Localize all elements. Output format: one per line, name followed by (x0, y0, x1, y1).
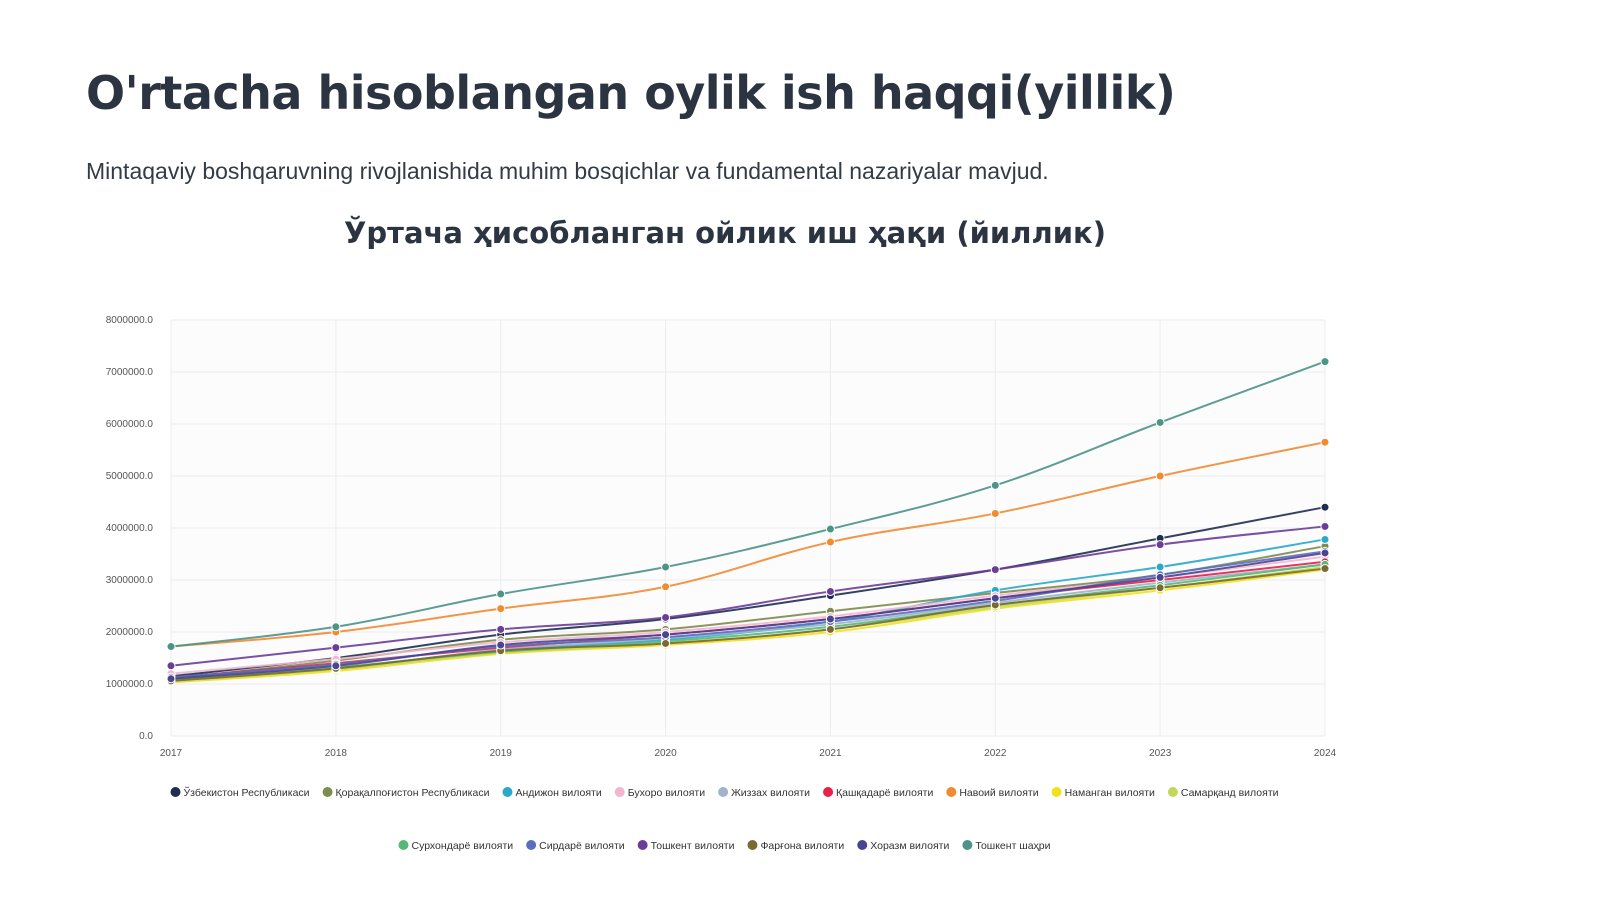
x-tick-label: 2023 (1149, 748, 1172, 759)
series-line (170, 441, 1326, 648)
data-point (661, 612, 671, 622)
legend-marker (718, 787, 729, 797)
series-line (170, 568, 1326, 684)
y-tick-label: 1000000.0 (106, 679, 154, 690)
legend-marker (398, 840, 409, 850)
slide-subtitle: Mintaqaviy boshqaruvning rivojlanishida … (86, 158, 1049, 184)
data-point (1320, 521, 1330, 531)
legend-marker (857, 840, 868, 850)
data-point (825, 537, 835, 547)
data-point (1155, 572, 1165, 582)
x-tick-label: 2021 (819, 748, 842, 759)
data-point (1320, 437, 1330, 447)
legend-marker (962, 840, 973, 850)
data-point (661, 562, 671, 572)
data-point (1155, 417, 1165, 427)
data-point (1155, 562, 1165, 572)
data-point (331, 643, 341, 653)
data-point (1155, 471, 1165, 481)
legend-marker (637, 840, 648, 850)
data-point (990, 480, 1000, 490)
legend-label: Қорақалпоғистон Республикаси (336, 787, 490, 799)
data-point (1320, 548, 1330, 558)
y-tick-label: 3000000.0 (106, 575, 154, 586)
series-line (170, 567, 1326, 682)
legend-label: Фарғона вилояти (760, 840, 844, 852)
data-point (496, 640, 506, 650)
legend-marker (747, 840, 758, 850)
legend-marker (1051, 787, 1062, 797)
y-tick-label: 4000000.0 (106, 523, 154, 534)
data-point (1320, 357, 1330, 367)
x-tick-label: 2024 (1314, 748, 1337, 759)
x-tick-label: 2018 (325, 748, 348, 759)
legend-label: Бухоро вилояти (628, 787, 706, 799)
legend-marker (614, 787, 625, 797)
series-line (170, 360, 1326, 648)
data-point (1320, 502, 1330, 512)
legend-marker (1167, 787, 1178, 797)
y-tick-label: 7000000.0 (106, 367, 154, 378)
y-tick-label: 5000000.0 (106, 471, 154, 482)
data-point (990, 508, 1000, 518)
data-point (496, 624, 506, 634)
data-point (661, 630, 671, 640)
legend-label: Қашқадарё вилояти (836, 787, 933, 799)
y-tick-label: 2000000.0 (106, 627, 154, 638)
x-tick-label: 2020 (654, 748, 677, 759)
legend-label: Навоий вилояти (959, 787, 1038, 799)
data-point (496, 604, 506, 614)
legend-marker (526, 840, 537, 850)
legend-label: Хоразм вилояти (870, 840, 949, 852)
series-line (170, 525, 1326, 667)
x-tick-label: 2019 (490, 748, 513, 759)
x-tick-label: 2017 (160, 748, 183, 759)
y-tick-label: 6000000.0 (106, 419, 154, 430)
data-point (496, 589, 506, 599)
legend-marker (946, 787, 957, 797)
series-line (170, 551, 1326, 680)
data-point (1320, 534, 1330, 544)
legend-label: Сурхондарё вилояти (411, 840, 513, 852)
data-point (1320, 564, 1330, 574)
legend-label: Ўзбекистон Республикаси (183, 786, 309, 799)
legend-label: Андижон вилояти (515, 787, 601, 799)
legend-label: Самарқанд вилояти (1181, 787, 1279, 799)
data-point (990, 593, 1000, 603)
legend-marker (170, 787, 181, 797)
data-point (825, 586, 835, 596)
data-point (661, 582, 671, 592)
legend-marker (823, 787, 834, 797)
chart-title: Ўртача ҳисобланган ойлик иш ҳақи (йиллик… (344, 216, 1106, 250)
data-point (331, 661, 341, 671)
data-point (825, 614, 835, 624)
series-line (170, 506, 1326, 678)
legend-marker (322, 787, 333, 797)
data-point (661, 638, 671, 648)
series-line (170, 550, 1326, 679)
data-point (990, 565, 1000, 575)
legend-label: Жиззах вилояти (731, 787, 810, 799)
data-point (166, 661, 176, 671)
legend-marker (502, 787, 513, 797)
y-tick-label: 8000000.0 (106, 315, 154, 326)
data-point (166, 642, 176, 652)
data-point (1155, 540, 1165, 550)
data-point (1155, 583, 1165, 593)
data-point (825, 524, 835, 534)
legend-label: Тошкент вилояти (651, 840, 735, 852)
data-point (331, 622, 341, 632)
data-point (825, 624, 835, 634)
legend-label: Наманган вилояти (1065, 787, 1155, 799)
legend-label: Сирдарё вилояти (539, 840, 625, 852)
data-point (166, 674, 176, 684)
slide-title: O'rtacha hisoblangan oylik ish haqqi(yil… (86, 66, 1176, 120)
x-tick-label: 2022 (984, 748, 1007, 759)
y-tick-label: 0.0 (139, 731, 153, 742)
legend-label: Тошкент шаҳри (975, 840, 1050, 852)
